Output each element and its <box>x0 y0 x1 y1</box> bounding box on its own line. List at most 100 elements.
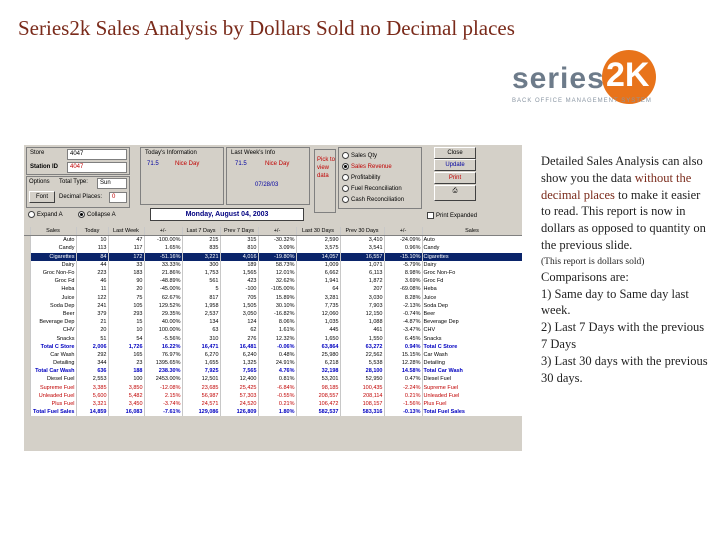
store-select[interactable]: 4047 <box>67 149 127 160</box>
row-expander[interactable] <box>24 244 31 253</box>
table-row[interactable]: Beer 379 293 29.35% 2,537 3,050 -16.82% 12,060 1… <box>24 309 522 319</box>
radio-profitability[interactable]: Profitability <box>342 174 380 181</box>
table-row[interactable]: Auto 10 47 -100.00% 215 315 -30.32% 2,590 3,410-… <box>24 235 522 245</box>
table-row[interactable]: Heba 11 20 -45.00% 5 -100 -105.00% 64 207 -69.08%… <box>24 285 522 294</box>
expand-all-radio[interactable]: Expand A <box>28 211 63 218</box>
font-button[interactable]: Font <box>29 191 55 203</box>
table-cell: 76.97% <box>144 350 183 359</box>
table-cell: 7,735 <box>296 301 341 310</box>
col-change-7-days[interactable]: +/- <box>258 227 297 237</box>
radio-fuel-reconciliation[interactable]: Fuel Reconciliation <box>342 185 402 192</box>
col-sales[interactable]: Sales <box>30 227 77 237</box>
table-row[interactable]: Supreme Fuel 3,385 3,850 -12.08% 23,685 25,42… <box>24 383 522 392</box>
table-row[interactable]: Diesel Fuel 2,553 100 2453.00% 12,501 12,400 0… <box>24 375 522 384</box>
decimal-places-field[interactable]: 0 <box>109 192 127 203</box>
total-type-select[interactable]: Sun <box>97 178 127 189</box>
row-expander[interactable] <box>24 350 31 359</box>
table-row[interactable]: Groc Non-Fo 223 183 21.86% 1,753 1,565 12.01% 6… <box>24 268 522 278</box>
row-expander[interactable] <box>24 383 31 392</box>
description-note: (This report is dollars sold) <box>541 256 645 267</box>
table-cell: Detailing <box>30 359 77 368</box>
table-cell: Dairy <box>30 260 77 269</box>
table-cell: 223 <box>76 268 109 278</box>
row-expander[interactable] <box>24 285 31 294</box>
table-cell: 183 <box>108 268 145 278</box>
table-cell: 292 <box>76 350 109 359</box>
table-cell: 3,050 <box>220 309 259 319</box>
row-expander[interactable] <box>24 391 31 400</box>
station-field[interactable]: 4047 <box>67 162 127 173</box>
table-row[interactable]: Detailing 344 23 1395.65% 1,655 1,325 24.91% 6,… <box>24 359 522 368</box>
row-expander[interactable] <box>24 277 31 286</box>
table-cell: 90 <box>108 277 145 286</box>
table-cell: 1395.65% <box>144 359 183 368</box>
col-last-7-days[interactable]: Last 7 Days <box>182 227 221 237</box>
table-row[interactable]: Juice 122 75 62.67% 817 705 15.89% 3,281 3,030 8.… <box>24 293 522 302</box>
print-expanded-checkbox[interactable]: Print Expanded <box>427 212 477 219</box>
row-expander[interactable] <box>24 318 31 327</box>
table-row[interactable]: Snacks 51 54 -5.56% 310 276 12.32% 1,650 1,550 6.… <box>24 334 522 343</box>
table-cell: Total C Store <box>422 342 522 351</box>
table-cell: Unleaded Fuel <box>422 391 522 400</box>
pick-to-view-hint: Pick to view data <box>317 157 336 179</box>
row-expander[interactable] <box>24 367 31 376</box>
table-row[interactable]: Groc Fd 46 90 -48.89% 561 423 32.62% 1,941 1,872… <box>24 277 522 286</box>
row-expander[interactable] <box>24 375 31 384</box>
total-type-label: Total Type: <box>59 179 88 185</box>
row-expander[interactable] <box>24 399 31 409</box>
row-expander[interactable] <box>24 235 31 245</box>
table-cell: 4.76% <box>258 367 297 376</box>
row-expander[interactable] <box>24 293 31 302</box>
col-last-week[interactable]: Last Week <box>108 227 145 237</box>
row-expander[interactable] <box>24 301 31 310</box>
update-button[interactable]: Update <box>434 159 476 171</box>
table-row[interactable]: Total Car Wash 636 188 238.30% 7,925 7,565 4.7… <box>24 367 522 376</box>
table-row[interactable]: Cigarettes 84 172 -51.16% 3,221 4,016 -19.80% 1… <box>24 252 522 261</box>
col-change-week[interactable]: +/- <box>144 227 183 237</box>
row-expander[interactable] <box>24 252 31 261</box>
table-cell: 5,600 <box>76 391 109 400</box>
row-expander[interactable] <box>24 408 31 417</box>
table-cell: Auto <box>30 235 77 245</box>
report-date-display[interactable]: Monday, August 04, 2003 <box>150 208 304 221</box>
table-row[interactable]: Total Fuel Sales 14,859 16,083 -7.61% 129,08… <box>24 408 522 417</box>
col-last-30-days[interactable]: Last 30 Days <box>296 227 341 237</box>
radio-sales-revenue[interactable]: Sales Revenue <box>342 163 392 170</box>
print-preview-icon[interactable]: ⎙ <box>434 185 476 201</box>
last-week-temp: 71.5 <box>235 161 247 167</box>
row-expander[interactable] <box>24 260 31 269</box>
options-panel: Options Total Type: Sun Font Decimal Pla… <box>26 176 130 208</box>
row-expander[interactable] <box>24 342 31 351</box>
table-cell: 582,537 <box>296 408 341 417</box>
table-row[interactable]: Unleaded Fuel 5,600 5,482 2.15% 56,987 57,303… <box>24 391 522 400</box>
row-expander[interactable] <box>24 359 31 368</box>
row-expander[interactable] <box>24 334 31 343</box>
table-row[interactable]: Car Wash 292 165 76.97% 6,270 6,240 0.48% 25,98… <box>24 350 522 359</box>
collapse-all-radio[interactable]: Collapse A <box>78 211 116 218</box>
radio-sales-qty[interactable]: Sales Qty <box>342 152 377 159</box>
col-change-30-days[interactable]: +/- <box>384 227 423 237</box>
table-row[interactable]: Soda Dep 241 105 129.52% 1,958 1,505 30.10% 7,7… <box>24 301 522 310</box>
table-row[interactable]: Dairy 44 33 33.33% 300 189 58.73% 1,009 1,071 -5.… <box>24 260 522 269</box>
table-cell: Detailing <box>422 359 522 368</box>
table-cell: 28,100 <box>340 367 385 376</box>
radio-cash-reconciliation[interactable]: Cash Reconciliation <box>342 196 404 203</box>
table-row[interactable]: Candy 113 117 1.65% 835 810 3.09% 3,575 3,541 0.9… <box>24 244 522 253</box>
table-row[interactable]: Beverage Dep 21 15 40.00% 134 124 8.06% 1,035 1,… <box>24 318 522 327</box>
row-expander[interactable] <box>24 268 31 278</box>
col-sales-right[interactable]: Sales <box>422 227 522 237</box>
table-cell: 3.09% <box>258 244 297 253</box>
table-cell: 293 <box>108 309 145 319</box>
table-cell: -1.56% <box>384 399 423 409</box>
table-row[interactable]: Total C Store 2,006 1,726 16.22% 16,471 16,48… <box>24 342 522 351</box>
col-prev-7-days[interactable]: Prev 7 Days <box>220 227 259 237</box>
col-prev-30-days[interactable]: Prev 30 Days <box>340 227 385 237</box>
table-row[interactable]: Plus Fuel 3,321 3,450 -3.74% 24,571 24,520 0.2… <box>24 399 522 409</box>
radio-sales-qty-icon <box>342 152 349 159</box>
table-row[interactable]: CHV 20 10 100.00% 63 62 1.61% 445 461 -3.47% CHV <box>24 326 522 335</box>
print-button[interactable]: Print <box>434 172 476 184</box>
close-button[interactable]: Close <box>434 147 476 159</box>
row-expander[interactable] <box>24 326 31 335</box>
row-expander[interactable] <box>24 309 31 319</box>
col-today[interactable]: Today <box>76 227 109 237</box>
